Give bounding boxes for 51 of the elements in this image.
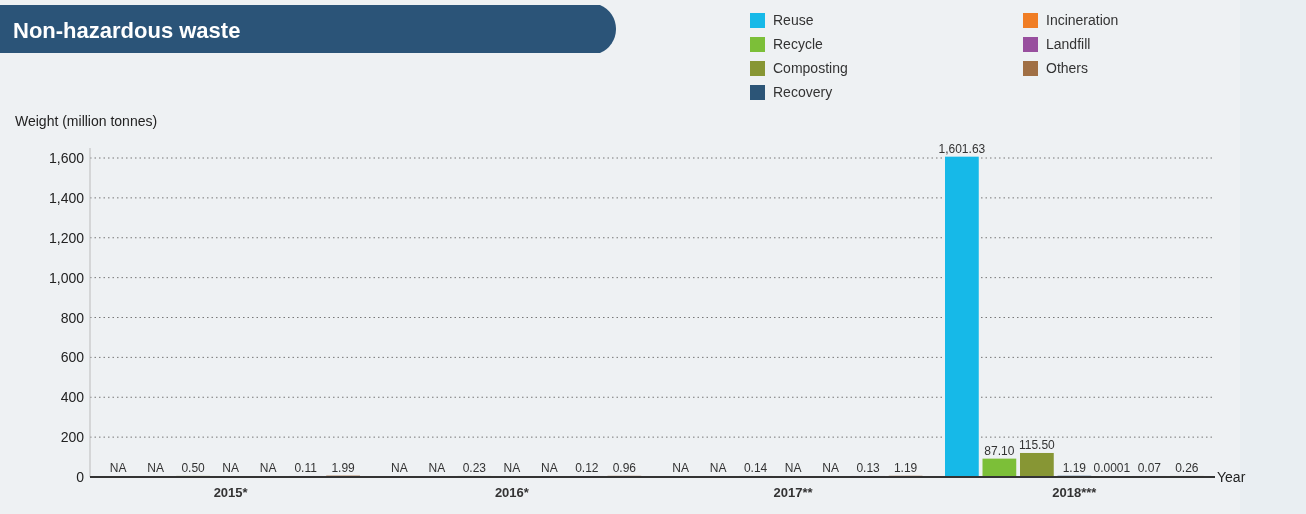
data-label: 1.99 [331, 460, 356, 475]
data-label: 0.13 [856, 460, 881, 475]
data-label: 1.19 [1062, 460, 1087, 475]
y-tick-label: 0 [76, 469, 85, 485]
legend-label: Incineration [1046, 12, 1119, 28]
legend-label: Landfill [1046, 36, 1091, 52]
y-tick-label: 1,000 [48, 269, 85, 286]
data-label: 0.11 [294, 460, 318, 475]
data-label: 0.07 [1137, 460, 1162, 475]
y-tick-label: 600 [60, 349, 85, 366]
x-tick-label: 2016* [494, 485, 530, 500]
text: NA [541, 461, 558, 475]
text: NA [109, 461, 127, 475]
text: NA [222, 461, 239, 475]
data-label: 115.50 [1018, 437, 1056, 452]
y-tick-label: 1,600 [48, 150, 85, 166]
legend-label: Reuse [773, 12, 814, 28]
y-axis-title: Weight (million tonnes) [15, 113, 158, 129]
text: NA [503, 461, 521, 475]
x-axis-title: Year [1217, 469, 1246, 485]
y-tick-label: 1,200 [48, 229, 85, 246]
x-tick-label: 2018*** [1052, 485, 1098, 500]
data-label: 0.26 [1175, 460, 1199, 475]
legend-label: Others [1046, 60, 1089, 76]
y-tick-label: 800 [60, 309, 85, 326]
text: NA [709, 461, 727, 475]
legend-label: Recovery [773, 84, 833, 100]
x-tick-label: 2015* [213, 485, 249, 500]
legend-label: Recycle [773, 36, 824, 52]
text: NA [822, 461, 839, 475]
data-label: 0.0001 [1093, 461, 1131, 475]
y-tick-label: 1,400 [48, 189, 85, 206]
data-label: 0.23 [462, 460, 487, 475]
data-label: 0.96 [612, 460, 637, 475]
text: NA [672, 461, 689, 475]
data-label: 0.14 [743, 460, 768, 475]
data-label: 1.19 [893, 460, 918, 475]
x-tick-label: 2017** [773, 485, 814, 500]
text: NA [259, 461, 277, 475]
data-label: 0.12 [575, 460, 599, 475]
text: NA [784, 461, 802, 475]
text: NA [428, 461, 446, 475]
y-tick-label: 200 [60, 429, 85, 446]
text: NA [391, 461, 408, 475]
data-label: 1,601.63 [938, 141, 986, 156]
y-tick-label: 400 [60, 389, 85, 406]
legend-label: Composting [773, 60, 848, 76]
chart-title: Non-hazardous waste [13, 18, 241, 43]
data-label: 87.10 [984, 443, 1015, 458]
text: NA [147, 461, 164, 475]
data-label: 0.50 [181, 460, 206, 475]
